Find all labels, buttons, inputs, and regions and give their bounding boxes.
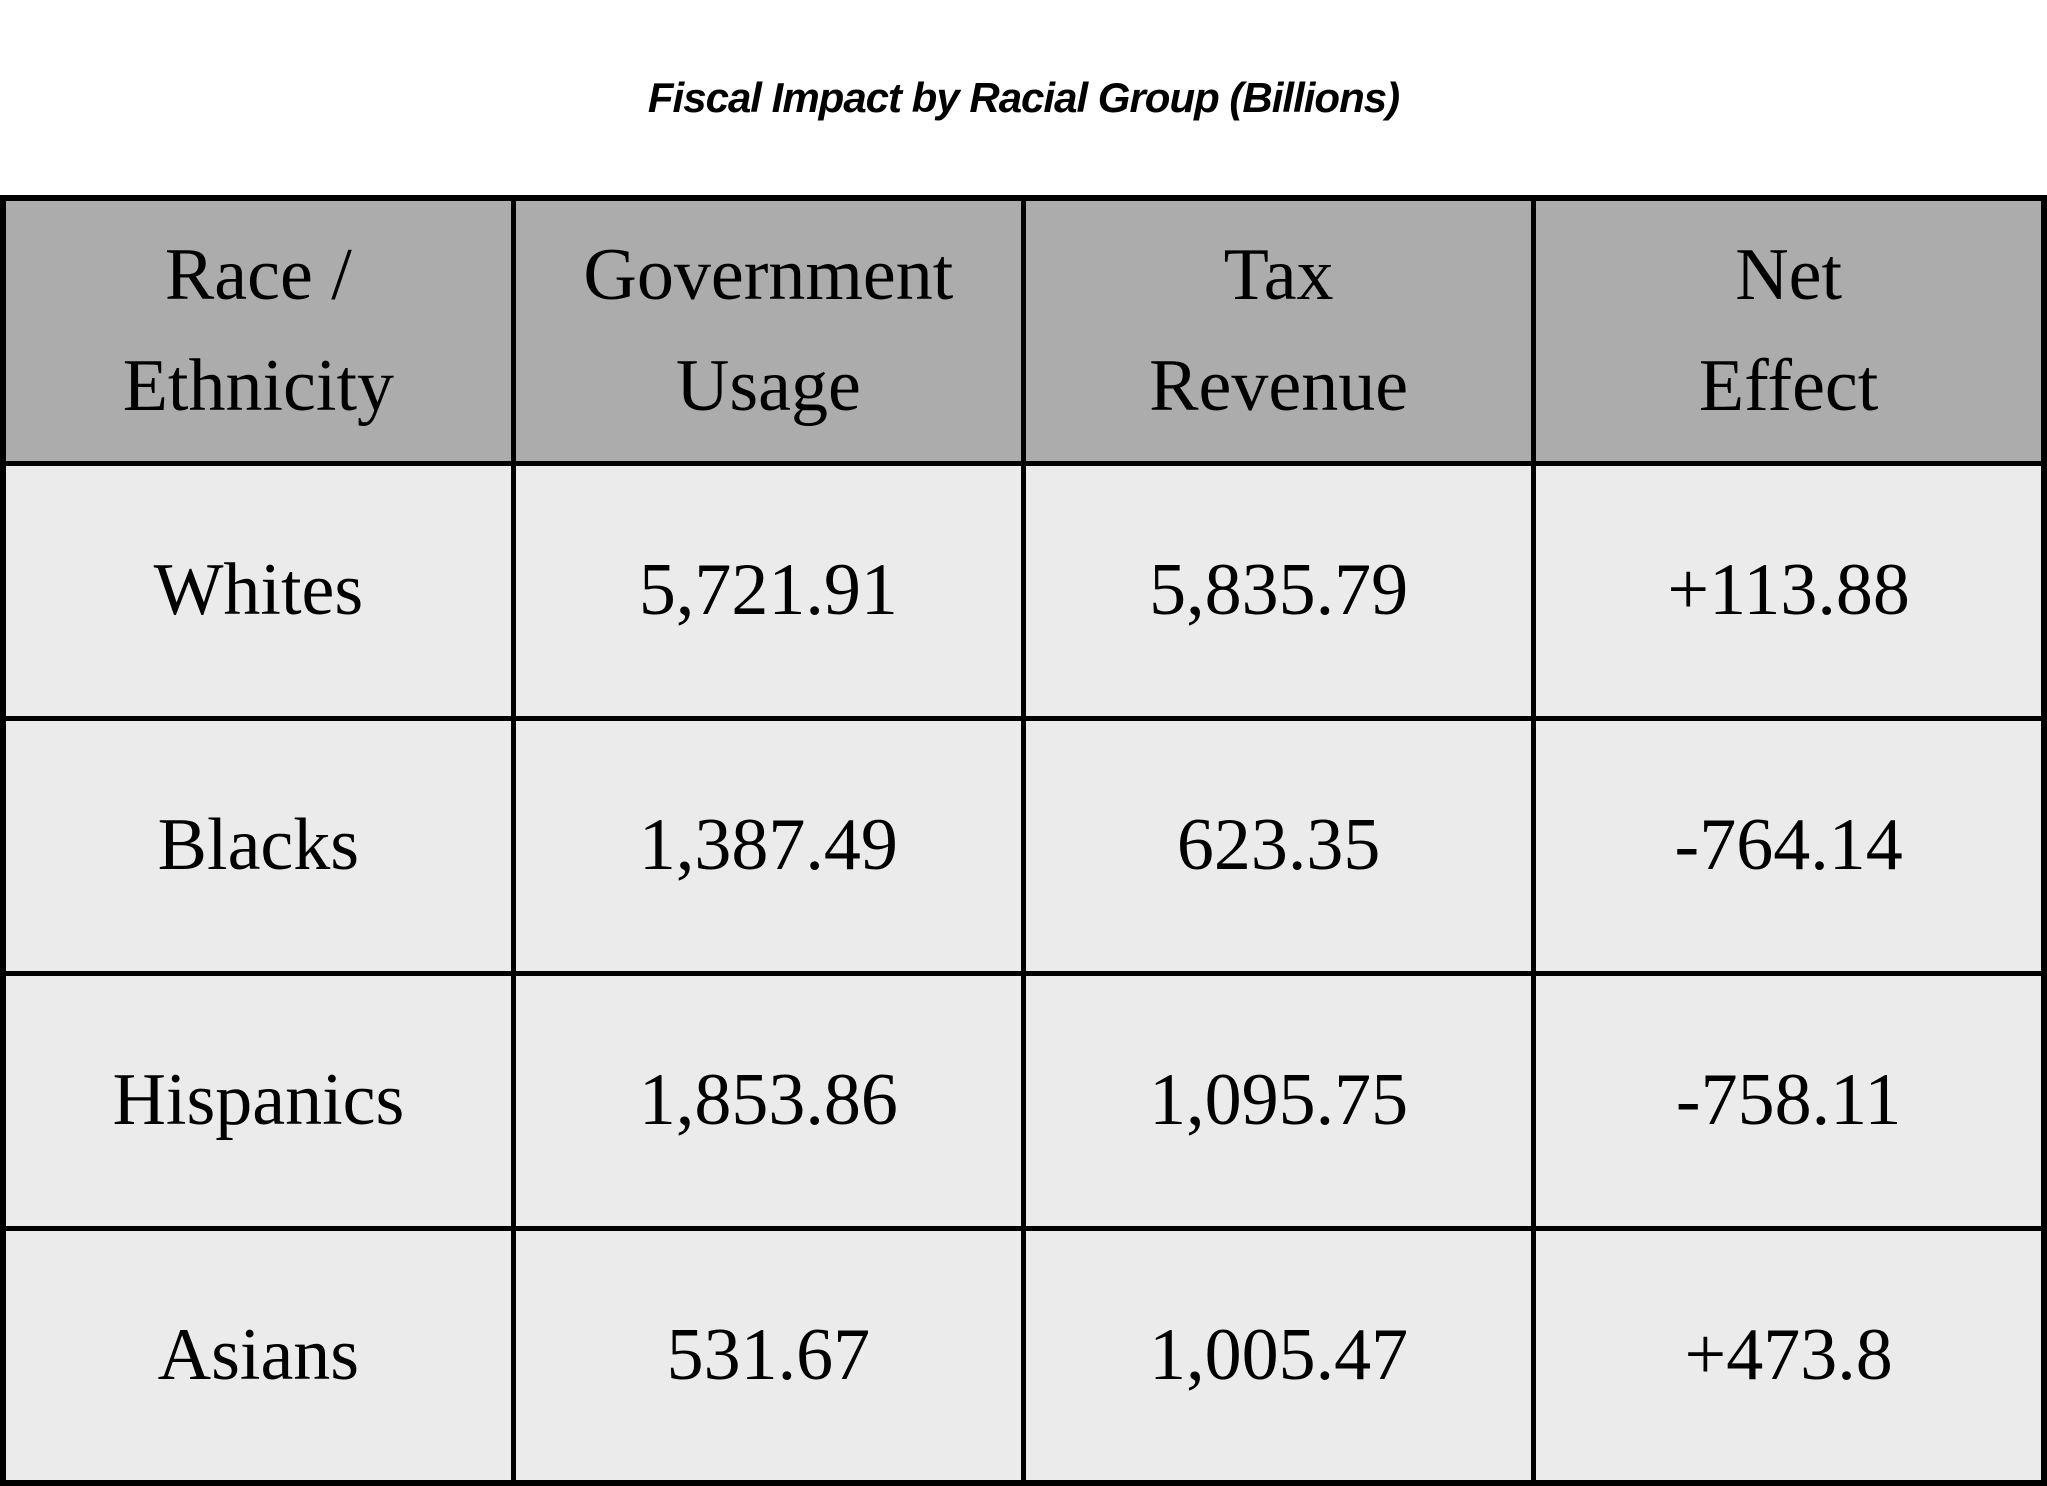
cell-whites-government-usage: 5,721.91 [510, 460, 1027, 721]
cell-asians-tax-revenue: 1,005.47 [1020, 1225, 1537, 1486]
cell-asians-government-usage: 531.67 [510, 1225, 1027, 1486]
table-row-blacks: Blacks 1,387.49 623.35 -764.14 [0, 715, 2047, 976]
cell-blacks-government-usage: 1,387.49 [510, 715, 1027, 976]
column-header-net-effect: Net Effect [1531, 195, 2047, 466]
table-row-asians: Asians 531.67 1,005.47 +473.8 [0, 1225, 2047, 1486]
cell-hispanics-net-effect: -758.11 [1531, 970, 2047, 1231]
cell-whites-net-effect: +113.88 [1531, 460, 2047, 721]
cell-whites-tax-revenue: 5,835.79 [1020, 460, 1537, 721]
cell-hispanics-government-usage: 1,853.86 [510, 970, 1027, 1231]
cell-hispanics-tax-revenue: 1,095.75 [1020, 970, 1537, 1231]
row-label-whites: Whites [0, 460, 516, 721]
column-header-government-usage: Government Usage [510, 195, 1027, 466]
header-row: Race / Ethnicity Government Usage Tax Re… [0, 195, 2047, 466]
cell-blacks-tax-revenue: 623.35 [1020, 715, 1537, 976]
table-row-whites: Whites 5,721.91 5,835.79 +113.88 [0, 460, 2047, 721]
title-band: Fiscal Impact by Racial Group (Billions) [0, 0, 2047, 195]
row-label-asians: Asians [0, 1225, 516, 1486]
column-header-race-ethnicity: Race / Ethnicity [0, 195, 516, 466]
chart-title: Fiscal Impact by Racial Group (Billions) [647, 73, 1400, 121]
cell-asians-net-effect: +473.8 [1531, 1225, 2047, 1486]
column-header-tax-revenue: Tax Revenue [1020, 195, 1537, 466]
fiscal-impact-table: Race / Ethnicity Government Usage Tax Re… [0, 195, 2047, 1486]
row-label-blacks: Blacks [0, 715, 516, 976]
cell-blacks-net-effect: -764.14 [1531, 715, 2047, 976]
table-row-hispanics: Hispanics 1,853.86 1,095.75 -758.11 [0, 970, 2047, 1231]
row-label-hispanics: Hispanics [0, 970, 516, 1231]
